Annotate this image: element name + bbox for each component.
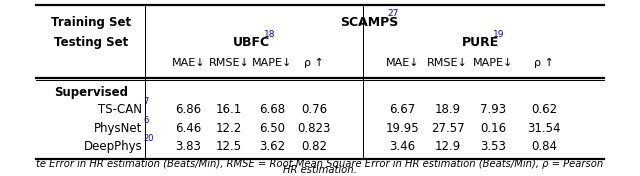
Text: 16.1: 16.1 [216,103,243,116]
Text: 31.54: 31.54 [527,122,561,135]
Text: 0.76: 0.76 [301,103,328,116]
Text: Supervised: Supervised [54,86,128,99]
Text: DeepPhys: DeepPhys [84,140,143,153]
Text: TS-CAN: TS-CAN [99,103,143,116]
Text: ρ ↑: ρ ↑ [534,58,554,68]
Text: 6.46: 6.46 [175,122,202,135]
Text: 7.93: 7.93 [480,103,506,116]
Text: PURE: PURE [461,36,499,49]
Text: 12.9: 12.9 [435,140,461,153]
Text: 7: 7 [143,97,149,106]
Text: 18.9: 18.9 [435,103,461,116]
Text: HR estimation.: HR estimation. [283,165,357,175]
Text: MAE↓: MAE↓ [172,58,205,68]
Text: 6.50: 6.50 [259,122,285,135]
Text: 12.2: 12.2 [216,122,243,135]
Text: 27.57: 27.57 [431,122,465,135]
Text: 6.67: 6.67 [389,103,415,116]
Text: ρ ↑: ρ ↑ [305,58,324,68]
Text: MAPE↓: MAPE↓ [473,58,513,68]
Text: 3.53: 3.53 [480,140,506,153]
Text: 6: 6 [143,116,149,125]
Text: 3.62: 3.62 [259,140,285,153]
Text: 3.46: 3.46 [389,140,415,153]
Text: MAE↓: MAE↓ [385,58,419,68]
Text: 19: 19 [493,30,505,39]
Text: 6.86: 6.86 [175,103,202,116]
Text: 20: 20 [143,134,154,143]
Text: 0.84: 0.84 [531,140,557,153]
Text: 18: 18 [264,30,275,39]
Text: SCAMPS: SCAMPS [340,15,398,29]
Text: Testing Set: Testing Set [54,36,128,49]
Text: 3.83: 3.83 [175,140,202,153]
Text: Training Set: Training Set [51,15,131,29]
Text: 6.68: 6.68 [259,103,285,116]
Text: 0.62: 0.62 [531,103,557,116]
Text: 19.95: 19.95 [385,122,419,135]
Text: 0.16: 0.16 [480,122,506,135]
Text: PhysNet: PhysNet [94,122,143,135]
Text: 12.5: 12.5 [216,140,243,153]
Text: RMSE↓: RMSE↓ [209,58,250,68]
Text: 27: 27 [388,9,399,18]
Text: 0.823: 0.823 [298,122,331,135]
Text: MAPE↓: MAPE↓ [252,58,292,68]
Text: 0.82: 0.82 [301,140,327,153]
Text: te Error in HR estimation (Beats/Min), RMSE = Root Mean Square Error in HR estim: te Error in HR estimation (Beats/Min), R… [36,159,604,169]
Text: UBFC: UBFC [232,36,269,49]
Text: RMSE↓: RMSE↓ [428,58,468,68]
